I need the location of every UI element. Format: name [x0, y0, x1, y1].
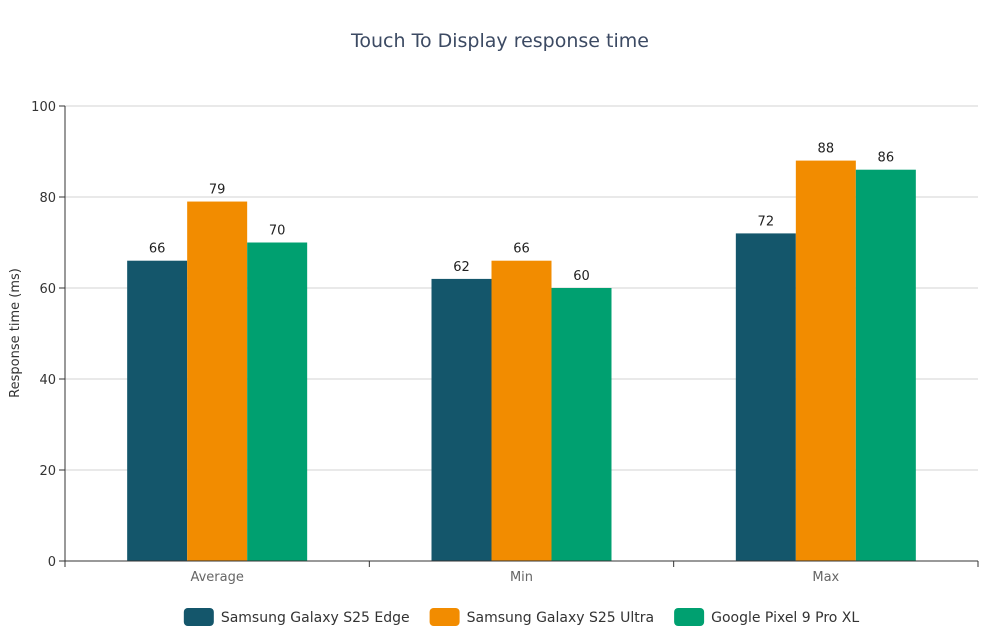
- data-label: 88: [818, 142, 835, 157]
- y-axis-ticks: 0 20 40 60 80 100: [31, 100, 65, 570]
- legend-item: Samsung Galaxy S25 Edge: [183, 608, 410, 626]
- legend-label: Samsung Galaxy S25 Ultra: [467, 610, 655, 626]
- data-label: 62: [453, 260, 470, 275]
- axes: [64, 106, 979, 567]
- y-tick-label: 60: [39, 282, 56, 297]
- data-label: 72: [758, 214, 775, 229]
- bar: [491, 260, 552, 561]
- bar: [247, 242, 308, 561]
- data-label: 66: [149, 242, 166, 257]
- legend-swatch: [183, 608, 214, 626]
- x-axis-labels: Average Min Max: [190, 570, 839, 585]
- legend-label: Google Pixel 9 Pro XL: [711, 610, 859, 626]
- bar: [795, 160, 856, 561]
- legend-swatch: [429, 608, 460, 626]
- x-category-label: Average: [190, 570, 243, 585]
- data-label: 66: [513, 242, 530, 257]
- bar: [431, 278, 492, 561]
- y-tick-label: 100: [31, 100, 56, 115]
- data-labels: 66 79 70 62 66 60 72 88 86: [149, 142, 894, 284]
- x-category-label: Min: [510, 570, 533, 585]
- bar: [551, 288, 612, 561]
- legend-item: Samsung Galaxy S25 Ultra: [429, 608, 655, 626]
- legend-label: Samsung Galaxy S25 Edge: [221, 610, 410, 626]
- data-label: 86: [878, 151, 895, 166]
- data-label: 79: [209, 183, 226, 198]
- y-tick-label: 20: [39, 464, 56, 479]
- data-label: 60: [573, 269, 590, 284]
- legend: Samsung Galaxy S25 Edge Samsung Galaxy S2…: [183, 608, 859, 626]
- legend-item: Google Pixel 9 Pro XL: [674, 608, 859, 626]
- bar: [187, 201, 248, 562]
- bar: [855, 169, 916, 561]
- bar: [127, 260, 188, 561]
- legend-swatch: [674, 608, 705, 626]
- y-tick-label: 0: [48, 555, 56, 570]
- y-axis-title: Response time (ms): [8, 268, 23, 398]
- y-tick-label: 40: [39, 373, 56, 388]
- bar: [735, 233, 796, 561]
- x-category-label: Max: [812, 570, 839, 585]
- data-label: 70: [269, 224, 286, 239]
- y-tick-label: 80: [39, 191, 56, 206]
- chart-title: Touch To Display response time: [351, 30, 649, 52]
- bars: [127, 160, 916, 562]
